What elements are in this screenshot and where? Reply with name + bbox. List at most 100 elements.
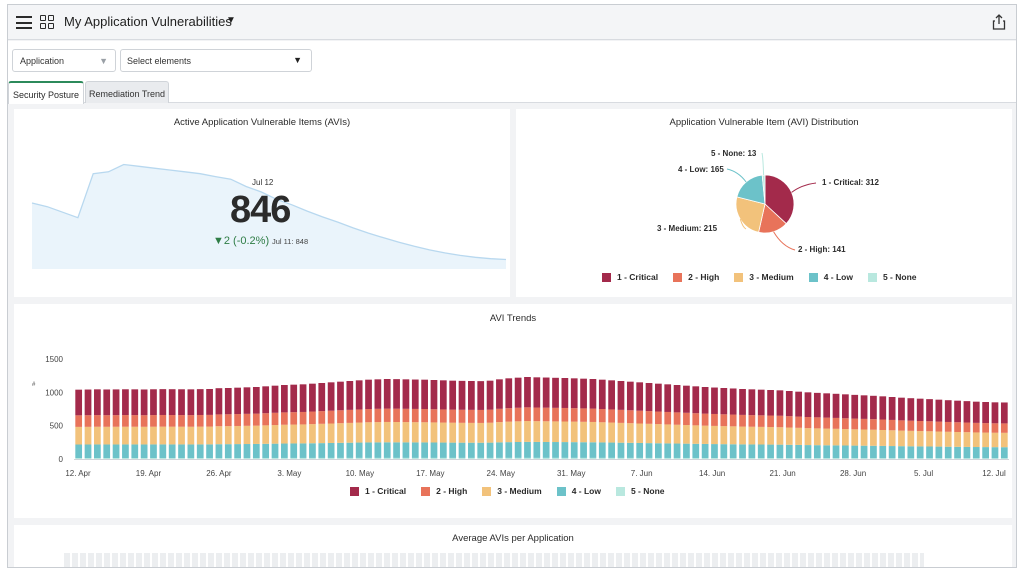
legend-item-high[interactable]: 2 - High bbox=[673, 272, 719, 282]
bar-segment bbox=[206, 458, 213, 459]
bar-segment bbox=[870, 395, 877, 420]
bar-segment bbox=[346, 457, 354, 459]
bar-segment bbox=[832, 428, 840, 446]
avi-card: Active Application Vulnerable Items (AVI… bbox=[14, 109, 510, 297]
bar-segment bbox=[991, 458, 999, 459]
bar-segment bbox=[327, 423, 335, 443]
bar-segment bbox=[692, 457, 700, 459]
bar-segment bbox=[589, 421, 597, 443]
x-tick-label: 10. May bbox=[346, 469, 374, 478]
bar-segment bbox=[701, 457, 709, 459]
bar-segment bbox=[991, 447, 999, 459]
legend-item-high[interactable]: 2 - High bbox=[421, 486, 467, 496]
bar-segment bbox=[552, 457, 559, 459]
bar-segment bbox=[271, 457, 279, 459]
bar-segment bbox=[374, 442, 382, 458]
legend-item-none[interactable]: 5 - None bbox=[867, 272, 917, 282]
hamburger-icon[interactable] bbox=[16, 16, 32, 29]
elements-select[interactable]: Select elements ▼ bbox=[120, 49, 312, 72]
bar-segment bbox=[168, 458, 176, 459]
x-tick-label: 19. Apr bbox=[136, 469, 162, 478]
bar-segment bbox=[281, 457, 288, 459]
legend-item-medium[interactable]: 3 - Medium bbox=[734, 272, 794, 282]
bar-segment bbox=[982, 423, 989, 433]
bar-segment bbox=[570, 408, 578, 422]
bar-segment bbox=[963, 446, 971, 459]
bar-segment bbox=[907, 430, 915, 447]
legend-item-medium[interactable]: 3 - Medium bbox=[482, 486, 542, 496]
bar-segment bbox=[776, 458, 784, 459]
bar-segment bbox=[524, 377, 531, 408]
bar-segment bbox=[196, 458, 204, 459]
bar-segment bbox=[234, 414, 241, 426]
bar-segment bbox=[346, 381, 354, 410]
chevron-down-icon[interactable]: ▼ bbox=[226, 15, 236, 26]
pie-label-medium: 3 - Medium: 215 bbox=[657, 224, 718, 233]
bar-segment bbox=[215, 458, 223, 459]
tab-remediation-trend[interactable]: Remediation Trend bbox=[85, 81, 169, 103]
bar-segment bbox=[767, 415, 774, 428]
top-bar: My Application Vulnerabilities ▼ bbox=[8, 5, 1016, 40]
bar-segment bbox=[748, 444, 756, 459]
bar-segment bbox=[608, 457, 615, 459]
bar-segment bbox=[337, 423, 344, 443]
bar-segment bbox=[112, 389, 120, 416]
bar-segment bbox=[813, 417, 821, 429]
tab-security-posture[interactable]: Security Posture bbox=[8, 81, 84, 104]
bar-segment bbox=[916, 398, 924, 421]
bar-segment bbox=[337, 442, 344, 458]
bar-segment bbox=[75, 444, 83, 459]
bar-segment bbox=[346, 422, 354, 443]
share-icon[interactable] bbox=[992, 14, 1006, 30]
bar-segment bbox=[729, 414, 737, 427]
legend-item-low[interactable]: 4 - Low bbox=[808, 272, 853, 282]
application-filter[interactable]: Application ▼ bbox=[12, 49, 116, 72]
legend-swatch bbox=[602, 272, 611, 282]
bar-segment bbox=[860, 429, 868, 446]
bar-segment bbox=[767, 444, 774, 459]
bar-segment bbox=[355, 422, 363, 443]
bar-segment bbox=[75, 426, 83, 445]
bar-segment bbox=[477, 457, 485, 459]
bar-segment bbox=[935, 421, 943, 432]
bar-segment bbox=[393, 422, 400, 443]
bar-segment bbox=[187, 415, 195, 427]
bar-segment bbox=[449, 380, 457, 410]
avi-date: Jul 12 bbox=[252, 178, 274, 187]
bar-segment bbox=[598, 379, 606, 410]
grid-icon[interactable] bbox=[40, 15, 54, 29]
bar-segment bbox=[524, 441, 531, 458]
bar-segment bbox=[281, 443, 288, 458]
bar-segment bbox=[355, 442, 363, 458]
bar-segment bbox=[112, 426, 120, 445]
bar-segment bbox=[851, 394, 859, 419]
bar-segment bbox=[206, 414, 213, 427]
bar-segment bbox=[514, 457, 522, 459]
bar-segment bbox=[898, 458, 905, 459]
legend-item-low[interactable]: 4 - Low bbox=[556, 486, 601, 496]
bar-segment bbox=[823, 417, 831, 429]
bar-segment bbox=[757, 444, 765, 459]
bar-segment bbox=[150, 458, 157, 459]
bar-segment bbox=[234, 444, 241, 458]
bar-segment bbox=[926, 421, 933, 432]
bar-segment bbox=[963, 432, 971, 447]
bar-segment bbox=[243, 425, 251, 445]
legend-item-critical[interactable]: 1 - Critical bbox=[350, 486, 406, 496]
average-card-title: Average AVIs per Application bbox=[452, 533, 574, 544]
bar-segment bbox=[692, 386, 700, 414]
bar-segment bbox=[421, 409, 428, 423]
bar-segment bbox=[103, 389, 111, 416]
bar-segment bbox=[683, 412, 690, 426]
pie-label-none: 5 - None: 13 bbox=[711, 149, 757, 158]
legend-swatch bbox=[615, 486, 625, 496]
average-chart-placeholder bbox=[64, 553, 924, 567]
legend-item-critical[interactable]: 1 - Critical bbox=[602, 272, 658, 282]
bar-segment bbox=[664, 411, 672, 425]
bar-segment bbox=[84, 415, 92, 427]
bar-segment bbox=[84, 444, 92, 459]
bar-segment bbox=[486, 457, 494, 459]
bar-segment bbox=[711, 387, 718, 414]
bar-segment bbox=[309, 411, 316, 425]
legend-item-none[interactable]: 5 - None bbox=[615, 486, 665, 496]
